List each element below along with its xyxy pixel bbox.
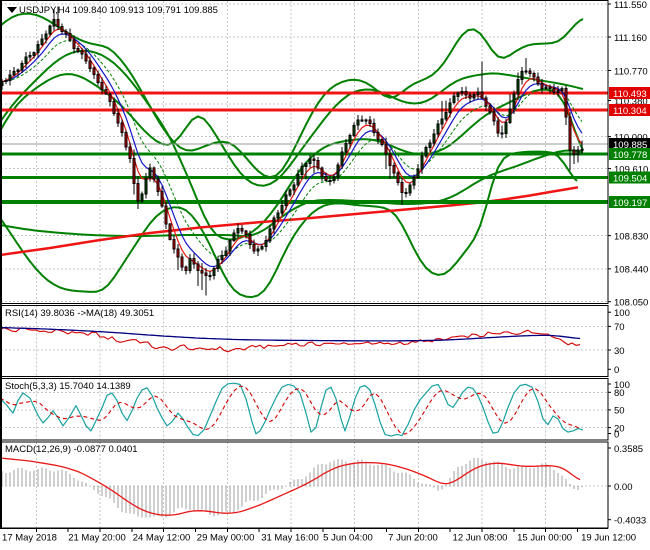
svg-text:USDJPY,H4 109.840 109.913 109: USDJPY,H4 109.840 109.913 109.791 109.88…	[19, 5, 218, 16]
svg-text:12 Jun 08:00: 12 Jun 08:00	[453, 533, 508, 544]
svg-text:29 May 00:00: 29 May 00:00	[197, 533, 255, 544]
svg-text:30: 30	[614, 346, 625, 357]
svg-text:50: 50	[614, 406, 625, 417]
svg-text:109.885: 109.885	[613, 140, 647, 151]
svg-text:110.770: 110.770	[614, 66, 648, 77]
svg-text:109.610: 109.610	[614, 164, 648, 175]
svg-text:108.440: 108.440	[614, 265, 648, 276]
svg-text:0.00: 0.00	[614, 482, 633, 493]
svg-text:21 May 20:00: 21 May 20:00	[68, 533, 126, 544]
svg-text:70: 70	[614, 322, 625, 333]
svg-text:24 May 12:00: 24 May 12:00	[133, 533, 191, 544]
svg-text:100: 100	[614, 308, 630, 319]
svg-text:RSI(14) 39.8036 ->MA(18) 49.3: RSI(14) 39.8036 ->MA(18) 49.3051	[5, 308, 154, 319]
svg-text:31 May 16:00: 31 May 16:00	[261, 533, 319, 544]
svg-text:0.3585: 0.3585	[614, 444, 643, 455]
svg-text:MACD(12,26,9) -0.0877 0.0401: MACD(12,26,9) -0.0877 0.0401	[5, 444, 138, 455]
svg-text:7 Jun 20:00: 7 Jun 20:00	[388, 533, 438, 544]
svg-text:110.493: 110.493	[613, 89, 647, 100]
svg-text:110.000: 110.000	[614, 132, 648, 143]
svg-text:110.304: 110.304	[613, 106, 647, 117]
svg-text:108.050: 108.050	[614, 298, 648, 309]
svg-text:108.830: 108.830	[614, 231, 648, 242]
svg-text:19 Jun 12:00: 19 Jun 12:00	[581, 533, 636, 544]
svg-text:0: 0	[614, 365, 619, 376]
svg-text:109.778: 109.778	[613, 150, 647, 161]
svg-text:-0.4033: -0.4033	[614, 516, 646, 527]
svg-text:5 Jun 04:00: 5 Jun 04:00	[323, 533, 373, 544]
svg-text:15 Jun 00:00: 15 Jun 00:00	[517, 533, 572, 544]
svg-text:80: 80	[614, 388, 625, 399]
svg-text:100: 100	[614, 380, 630, 391]
svg-text:110.380: 110.380	[614, 96, 648, 107]
svg-text:109.197: 109.197	[613, 198, 647, 209]
svg-text:0: 0	[614, 429, 619, 440]
svg-text:111.160: 111.160	[614, 33, 647, 44]
svg-text:20: 20	[614, 423, 625, 434]
svg-text:111.550: 111.550	[614, 0, 647, 11]
svg-text:17 May 2018: 17 May 2018	[2, 533, 57, 544]
svg-text:109.504: 109.504	[613, 174, 647, 185]
svg-text:Stoch(5,3,3) 15.7040 14.1389: Stoch(5,3,3) 15.7040 14.1389	[5, 381, 131, 392]
